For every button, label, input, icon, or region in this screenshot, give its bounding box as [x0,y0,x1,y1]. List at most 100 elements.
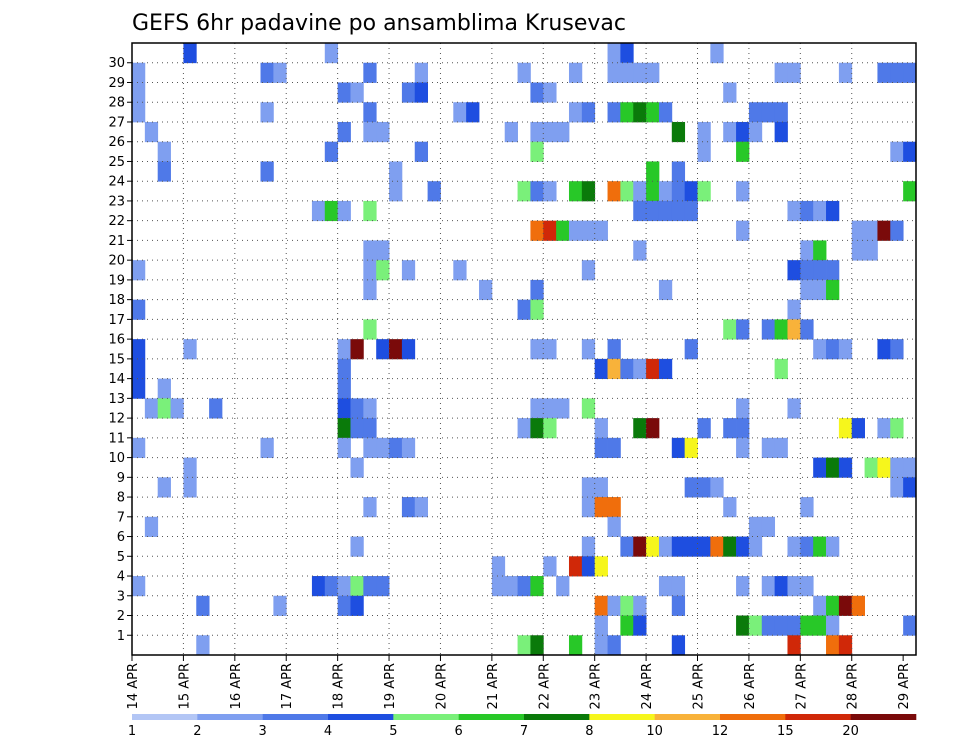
y-tick-label: 23 [108,194,125,209]
heatmap-cell [466,102,480,123]
heatmap-cell [813,200,827,222]
y-tick-label: 15 [108,352,125,367]
y-tick-label: 5 [117,550,125,565]
heatmap-cell [363,279,377,301]
heatmap-cell [581,398,596,419]
heatmap-cell [826,615,840,636]
heatmap-cell [813,339,827,360]
heatmap-cell [620,62,634,83]
heatmap-cell [607,181,621,202]
heatmap-cell [800,260,814,281]
heatmap-cell [646,62,660,83]
heatmap-cell [183,457,197,478]
colorbar-label: 20 [842,724,859,739]
heatmap-cell [427,181,441,202]
heatmap-cell [157,398,171,419]
heatmap-cell [607,358,621,380]
colorbar-label: 1 [128,724,136,739]
heatmap-cell [363,102,377,123]
heatmap-cell [787,260,801,281]
heatmap-cell [723,82,737,103]
heatmap-cell [761,576,776,597]
y-tick-label: 13 [108,392,125,407]
heatmap-cell [736,398,750,419]
heatmap-cell [736,418,750,439]
heatmap-cell [903,181,917,202]
heatmap-cell [748,536,763,557]
heatmap-cell [556,121,570,143]
heatmap-cell [337,339,351,360]
heatmap-cell [723,497,737,518]
heatmap-cell [903,615,917,636]
y-tick-label: 11 [108,431,125,446]
heatmap-cell [260,161,274,182]
heatmap-cell [774,121,788,143]
x-tick-label: 22 APR [537,663,552,709]
heatmap-cell [401,260,416,281]
heatmap-cell [826,536,840,557]
colorbar-label: 7 [520,724,528,739]
heatmap-cell [132,339,146,360]
heatmap-cell [774,358,788,380]
heatmap-cell [748,121,763,143]
heatmap-cell [389,437,403,458]
heatmap-cell [144,121,159,143]
heatmap-cell [363,398,377,419]
heatmap-cell [170,398,184,419]
heatmap-cell [517,576,531,597]
heatmap-cell [620,102,634,123]
colorbar-label: 3 [259,724,267,739]
heatmap-cell [787,576,801,597]
heatmap-cell [658,200,673,222]
heatmap-cell [851,220,865,241]
heatmap-cell [684,200,698,222]
heatmap-cell [787,615,801,636]
heatmap-cell [363,240,377,261]
heatmap-cell [196,595,210,616]
colorbar-swatch [720,714,786,720]
heatmap-cell [594,556,608,577]
x-tick-label: 19 APR [383,663,398,709]
heatmap-cell [401,339,416,360]
heatmap-cell [517,181,531,202]
heatmap-cell [864,220,878,241]
heatmap-cell [838,595,853,616]
colorbar-swatch [654,714,721,720]
heatmap-cell [530,220,544,241]
heatmap-cell [273,62,287,83]
heatmap-cell [903,457,917,478]
heatmap-cell [890,220,904,241]
heatmap-cell [826,200,840,222]
heatmap-cell [530,398,544,419]
heatmap-cell [401,497,416,518]
heatmap-cell [826,595,840,616]
heatmap-cell [260,102,274,123]
heatmap-cell [774,615,788,636]
heatmap-cell [581,339,596,360]
heatmap-cell [890,477,904,498]
heatmap-cell [491,556,506,577]
heatmap-cell [209,398,223,419]
heatmap-cell [144,398,159,419]
heatmap-cell [132,82,146,103]
heatmap-cell [787,62,801,83]
y-tick-label: 3 [117,589,125,604]
heatmap-cell [890,62,904,83]
heatmap-cell [568,181,583,202]
heatmap-cell [337,418,351,439]
heatmap-cell [697,477,711,498]
heatmap-cell [337,595,351,616]
heatmap-cell [324,200,339,222]
y-tick-label: 8 [117,491,125,506]
heatmap-cell [800,615,814,636]
heatmap-cell [479,279,493,301]
colorbar-label: 10 [646,724,663,739]
heatmap-cell [363,62,377,83]
heatmap-cell [581,556,596,577]
y-tick-label: 4 [117,570,125,585]
heatmap-cell [813,615,827,636]
heatmap-cell [530,418,544,439]
heatmap-cell [594,497,608,518]
heatmap-cell [684,477,698,498]
heatmap-cell [453,102,467,123]
